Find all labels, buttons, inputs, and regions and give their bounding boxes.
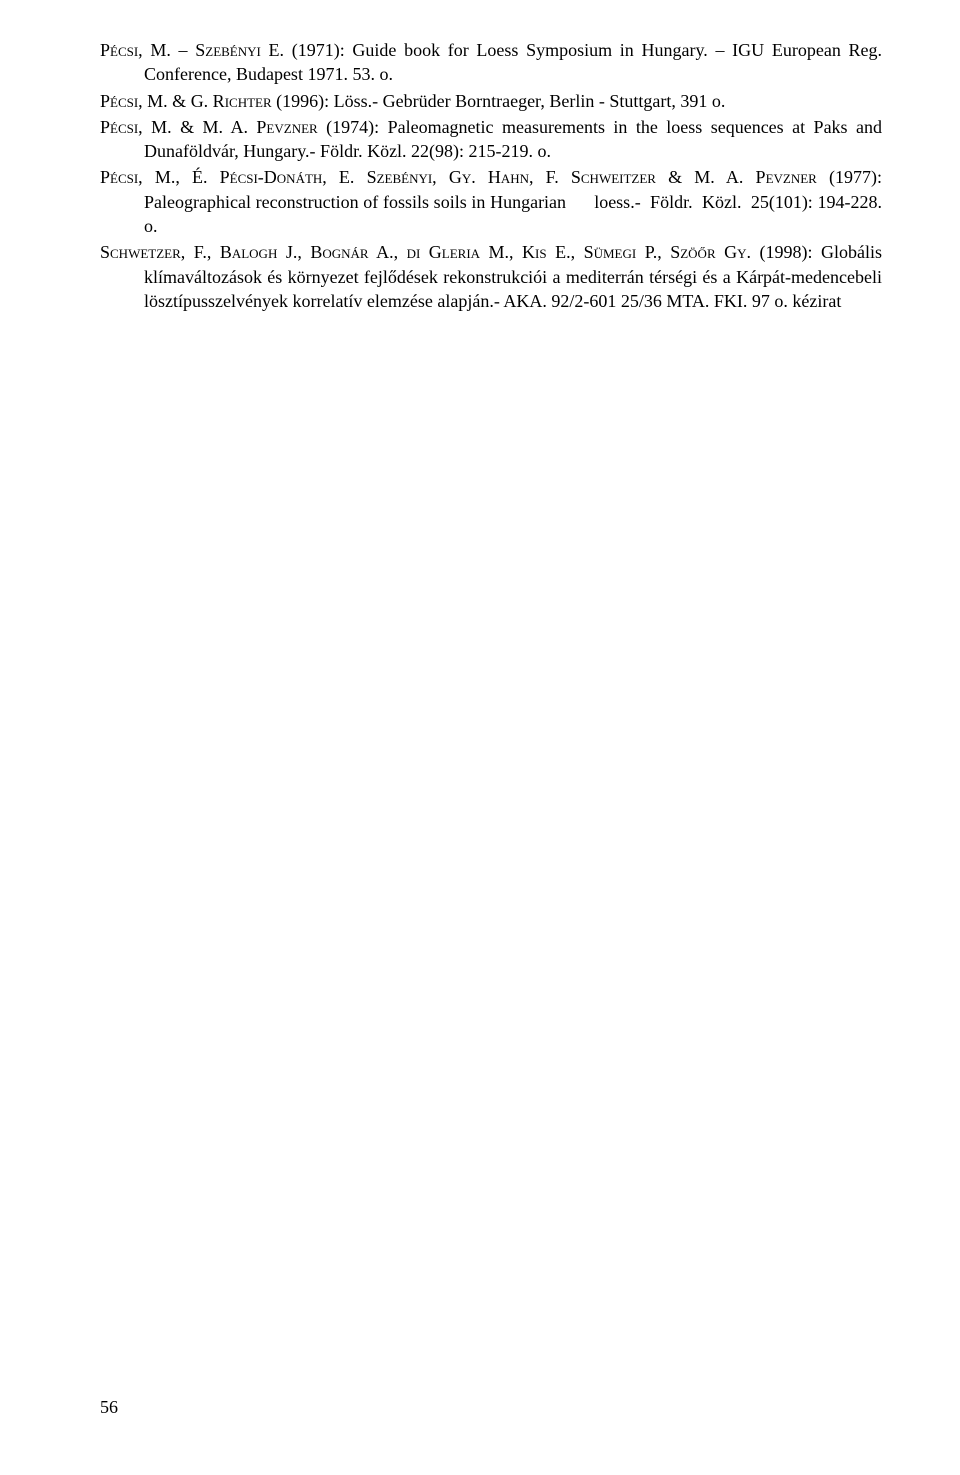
reference-body: (1996): Löss.- Gebrüder Borntraeger, Ber… bbox=[272, 91, 726, 111]
reference-authors: Pécsi, M. & M. A. Pevzner bbox=[100, 117, 318, 137]
references-list: Pécsi, M. – Szebényi E. (1971): Guide bo… bbox=[100, 38, 882, 313]
reference-entry: Pécsi, M. & G. Richter (1996): Löss.- Ge… bbox=[100, 89, 882, 113]
reference-authors: Pécsi, M., É. Pécsi-Donáth, E. Szebényi,… bbox=[100, 167, 817, 187]
page-number: 56 bbox=[100, 1395, 118, 1419]
reference-entry: Pécsi, M. – Szebényi E. (1971): Guide bo… bbox=[100, 38, 882, 87]
reference-entry: Pécsi, M. & M. A. Pevzner (1974): Paleom… bbox=[100, 115, 882, 164]
reference-authors: Pécsi, M. – Szebényi E. bbox=[100, 40, 284, 60]
reference-authors: Schwetzer, F., Balogh J., Bognár A., di … bbox=[100, 242, 751, 262]
reference-entry: Pécsi, M., É. Pécsi-Donáth, E. Szebényi,… bbox=[100, 165, 882, 238]
reference-entry: Schwetzer, F., Balogh J., Bognár A., di … bbox=[100, 240, 882, 313]
reference-authors: Pécsi, M. & G. Richter bbox=[100, 91, 272, 111]
